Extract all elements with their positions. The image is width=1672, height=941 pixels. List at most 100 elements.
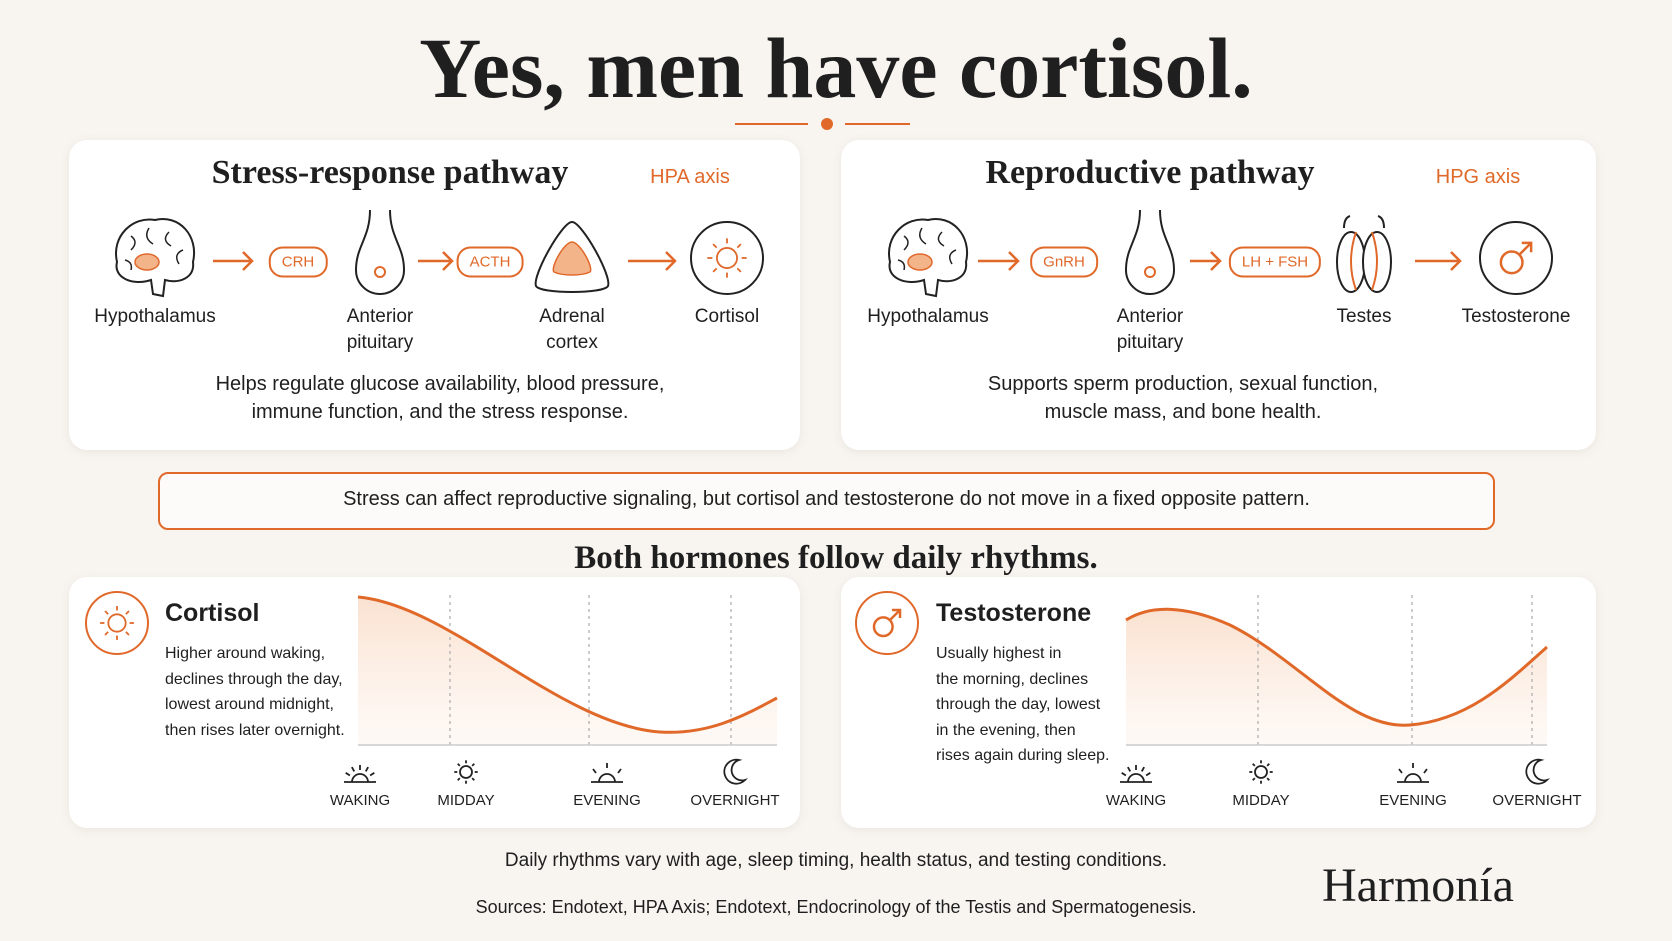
icon (1336, 215, 1392, 293)
hormone-icon-part (85, 591, 149, 655)
hormone-icon-part (125, 610, 130, 615)
time-icon-part (471, 777, 475, 781)
signal-tag: CRH (268, 246, 328, 278)
time-icon-part (457, 777, 461, 781)
time-icon-part (345, 772, 351, 777)
time-icon-part (1525, 758, 1551, 785)
time-icon (1249, 760, 1273, 784)
step-label: Adrenal cortex (539, 306, 605, 353)
time-icon-part (1254, 765, 1268, 779)
time-icon-part (1252, 763, 1256, 767)
footnote: Daily rhythms vary with age, sleep timin… (504, 850, 1168, 871)
icon (1479, 221, 1553, 295)
step-label: Testes (1336, 306, 1392, 327)
time-icon (723, 758, 749, 785)
description-line: rises again during sleep. (936, 747, 1110, 764)
icon-part (1518, 241, 1533, 256)
time-icon-part (457, 763, 461, 767)
icon-part (1343, 215, 1385, 229)
description-line: Helps regulate glucose availability, blo… (215, 373, 665, 395)
icon (354, 209, 406, 295)
time-icon (1120, 765, 1152, 783)
description-line: the morning, declines (936, 670, 1089, 688)
hormone-icon-part (104, 631, 109, 636)
time-icon-part (723, 758, 749, 785)
card (69, 140, 800, 450)
icon-part (124, 227, 184, 271)
axis-tag: HPG axis (1435, 166, 1521, 188)
time-icon-part (592, 768, 597, 774)
card-title: Stress-response pathway (211, 154, 569, 191)
description-line: declines through the day, (165, 670, 343, 688)
arrow (1190, 251, 1222, 271)
signal-tag: LH + FSH (1228, 246, 1322, 278)
description-line: Usually highest in (936, 645, 1062, 662)
icon-part (1499, 250, 1524, 275)
arrow-part (1450, 251, 1462, 271)
time-icon-part (1398, 768, 1403, 774)
rhythm-curve (1125, 607, 1548, 727)
time-icon (344, 765, 376, 783)
time-icon-part (1266, 777, 1270, 781)
step-label: Hypothalamus (94, 306, 216, 327)
icon-part (690, 221, 764, 295)
time-icon-part (1127, 766, 1132, 772)
time-icon (1397, 763, 1429, 783)
icon-part (1144, 266, 1156, 278)
time-icon (454, 760, 478, 784)
hormone-name: Cortisol (165, 599, 260, 627)
arrow (628, 251, 677, 271)
icon (534, 220, 610, 293)
time-icon-part (351, 773, 369, 783)
icon-part (1124, 209, 1176, 295)
hormone-icon-part (107, 613, 127, 633)
icon-part (712, 267, 718, 273)
icon-part (907, 253, 933, 271)
rhythm-area-part (1126, 609, 1547, 745)
time-icon-part (598, 773, 616, 783)
icon-part (134, 253, 160, 271)
time-label: WAKING (1105, 792, 1167, 809)
time-icon-part (364, 766, 369, 772)
time-icon-part (459, 765, 473, 779)
callout-text: Stress can affect reproductive signaling… (343, 488, 1310, 510)
rhythm-area (358, 597, 777, 745)
description-line: immune function, and the stress response… (251, 401, 629, 423)
rhythm-curve-part (357, 595, 778, 734)
time-icon-part (351, 766, 356, 772)
time-label: OVERNIGHT (690, 792, 780, 809)
time-icon-part (1145, 772, 1151, 777)
rhythm-curve-part (1125, 607, 1548, 727)
time-icon-part (1266, 763, 1270, 767)
hormone-icon-part (855, 591, 919, 655)
hormone-name: Testosterone (936, 599, 1092, 627)
time-label: OVERNIGHT (1492, 792, 1582, 809)
icon-part (712, 243, 718, 249)
time-icon-part (1423, 768, 1428, 774)
icon-part (1479, 221, 1553, 295)
icon-part (736, 267, 742, 273)
time-icon-part (471, 763, 475, 767)
hormone-icon-part (104, 610, 109, 615)
time-icon-part (1140, 766, 1145, 772)
hormone-icon (85, 591, 149, 655)
hormone-icon-part (889, 608, 902, 621)
time-icon-part (1121, 772, 1127, 777)
arrow-part (665, 251, 677, 271)
icon-part (716, 247, 738, 269)
icon-part (736, 243, 742, 249)
icon (1124, 209, 1176, 295)
time-icon-part (1127, 773, 1145, 783)
time-icon-part (1252, 777, 1256, 781)
icon (690, 221, 764, 295)
description-line: in the evening, then (936, 721, 1076, 739)
brand: Harmonía (1322, 859, 1514, 912)
step-label: Anterior pituitary (1116, 306, 1184, 353)
time-label: WAKING (329, 792, 391, 809)
ornament-part (821, 118, 833, 130)
step-label: Anterior pituitary (346, 306, 414, 353)
signal-tag: GnRH (1030, 246, 1098, 278)
time-icon (1525, 758, 1551, 785)
step-label: Cortisol (694, 306, 760, 327)
